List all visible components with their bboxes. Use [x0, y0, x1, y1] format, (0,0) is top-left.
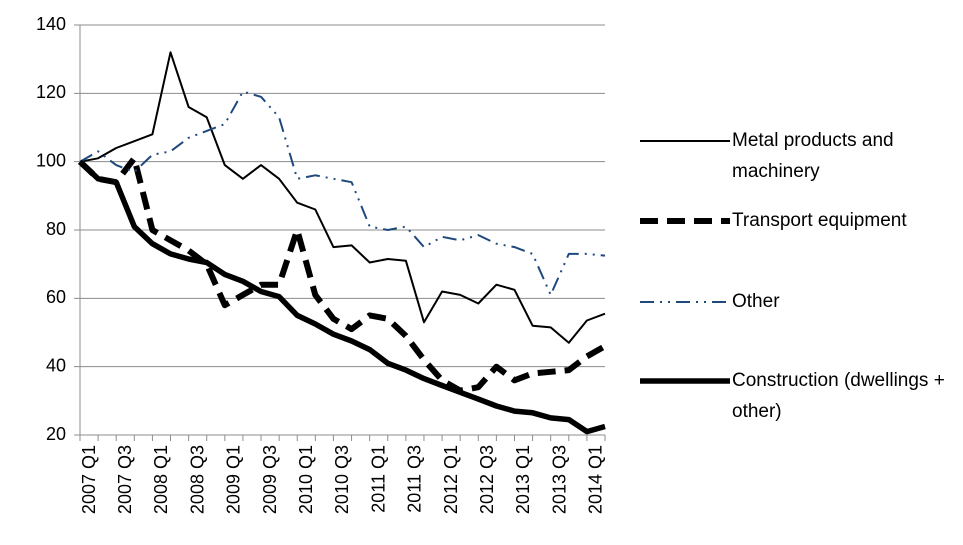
x-tick-label: 2014 Q1 [586, 445, 606, 514]
x-tick-label: 2013 Q3 [549, 445, 569, 514]
y-tick-label: 40 [46, 355, 66, 375]
y-tick-label: 120 [36, 82, 66, 102]
x-tick-label: 2009 Q3 [260, 445, 280, 514]
x-tick-label: 2008 Q3 [187, 445, 207, 514]
legend-label: Metal products and machinery [732, 130, 894, 182]
legend-label: Other [732, 291, 780, 312]
series-line [78, 159, 606, 435]
x-tick-label: 2008 Q1 [151, 445, 171, 514]
y-tick-label: 60 [46, 287, 66, 307]
x-tick-label: 2012 Q1 [441, 445, 461, 514]
x-tick-label: 2007 Q3 [115, 445, 135, 514]
series-line [79, 51, 606, 344]
y-tick-label: 140 [36, 14, 66, 34]
series-line [77, 155, 607, 394]
x-tick-label: 2011 Q3 [405, 445, 425, 513]
x-tick-label: 2013 Q1 [513, 445, 533, 514]
series-line [79, 90, 606, 296]
y-tick-label: 100 [36, 150, 66, 170]
y-tick-label: 80 [46, 219, 66, 239]
x-tick-label: 2010 Q3 [332, 445, 352, 514]
y-tick-label: 20 [46, 424, 66, 444]
x-tick-label: 2012 Q3 [477, 445, 497, 514]
legend-label: Construction (dwellings + other) [732, 370, 945, 422]
legend-label: Transport equipment [732, 210, 907, 231]
x-tick-label: 2011 Q1 [368, 445, 388, 513]
x-tick-label: 2010 Q1 [296, 445, 316, 514]
x-tick-label: 2007 Q1 [79, 445, 99, 514]
x-tick-label: 2009 Q1 [224, 445, 244, 514]
